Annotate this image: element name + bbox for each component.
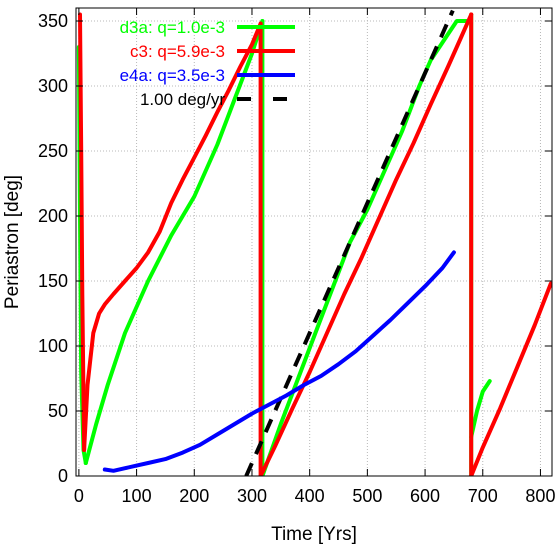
legend-label: d3a: q=1.0e-3 <box>120 18 225 37</box>
x-tick-label: 700 <box>468 486 498 506</box>
y-tick-label: 50 <box>48 401 68 421</box>
x-tick-label: 600 <box>410 486 440 506</box>
plot-frame <box>75 7 553 477</box>
series-line-d3a <box>260 19 469 476</box>
series-lines <box>76 9 552 476</box>
y-tick-label: 300 <box>38 76 68 96</box>
y-axis-title: Periastron [deg] <box>2 175 23 309</box>
x-tick-label: 400 <box>295 486 325 506</box>
series-line-c3 <box>258 12 474 476</box>
legend-label: e4a: q=3.5e-3 <box>120 66 225 85</box>
legend-label: 1.00 deg/yr <box>140 90 225 109</box>
legend-label: c3: q=5.9e-3 <box>130 42 225 61</box>
series-line-d3a <box>83 19 265 465</box>
y-tick-label: 350 <box>38 11 68 31</box>
legend: d3a: q=1.0e-3 c3: q=5.9e-3 e4a: q=3.5e-3 1.… <box>120 18 295 109</box>
x-tick-label: 100 <box>122 486 152 506</box>
series-line-c3 <box>469 281 552 476</box>
series-line-d3a <box>469 379 492 439</box>
x-axis-title: Time [Yrs] <box>271 524 357 545</box>
x-tick-label: 800 <box>525 486 555 506</box>
axis-ticks: 0 100 200 300 400 500 600 700 800 0 50 100 150 200 250… <box>38 8 555 506</box>
y-tick-label: 150 <box>38 271 68 291</box>
x-tick-label: 0 <box>74 486 84 506</box>
x-tick-label: 500 <box>352 486 382 506</box>
y-tick-label: 250 <box>38 141 68 161</box>
series-line-e4a <box>102 250 456 473</box>
x-tick-label: 300 <box>237 486 267 506</box>
x-tick-label: 200 <box>179 486 209 506</box>
series-line-c3 <box>82 21 263 452</box>
y-tick-label: 0 <box>58 466 68 486</box>
y-tick-label: 200 <box>38 206 68 226</box>
series-line-c3 <box>78 12 87 452</box>
y-tick-label: 100 <box>38 336 68 356</box>
